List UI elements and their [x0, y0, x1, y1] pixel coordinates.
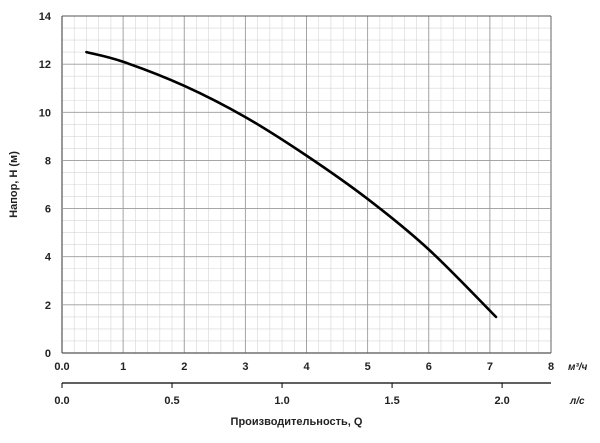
x-tick-label: 6: [426, 361, 432, 373]
x-tick-label: 2: [181, 361, 187, 373]
x-unit-primary: м³/ч: [568, 362, 588, 373]
series-layer: [85, 50, 498, 319]
x-tick-label: 0.0: [54, 361, 69, 373]
y-tick-label: 10: [39, 107, 51, 119]
y-tick-label: 6: [45, 204, 51, 216]
y-tick-labels: 0 2 4 6 8 10 12 14: [39, 11, 52, 360]
x-tick-label: 5: [365, 361, 371, 373]
grid-major: [61, 15, 552, 354]
x2-tick-label: 2.0: [494, 395, 509, 407]
x2-tick-label: 0.5: [164, 395, 179, 407]
x2-tick-label: 1.0: [274, 395, 289, 407]
x-tick-labels-secondary: 0.0 0.5 1.0 1.5 2.0: [54, 383, 510, 407]
x-tick-label: 8: [548, 361, 554, 373]
x-tick-label: 7: [487, 361, 493, 373]
y-tick-label: 12: [39, 59, 51, 71]
x-tick-labels-primary: 0.0 1 2 3 4 5 6 7 8: [54, 361, 554, 373]
x-unit-secondary: л/с: [569, 396, 585, 407]
y-tick-label: 4: [45, 252, 52, 264]
x2-tick-label: 1.5: [384, 395, 399, 407]
y-tick-label: 14: [39, 11, 52, 23]
x-tick-label: 1: [120, 361, 126, 373]
x-axis-title: Производительность, Q: [231, 416, 363, 428]
y-tick-label: 0: [45, 348, 51, 360]
x-tick-label: 3: [242, 361, 248, 373]
y-tick-label: 2: [45, 300, 51, 312]
y-tick-label: 8: [45, 155, 51, 167]
y-axis-title: Напор, H (м): [8, 151, 20, 218]
x-tick-label: 4: [303, 361, 310, 373]
x2-tick-label: 0.0: [54, 395, 69, 407]
series-line: [85, 50, 498, 319]
